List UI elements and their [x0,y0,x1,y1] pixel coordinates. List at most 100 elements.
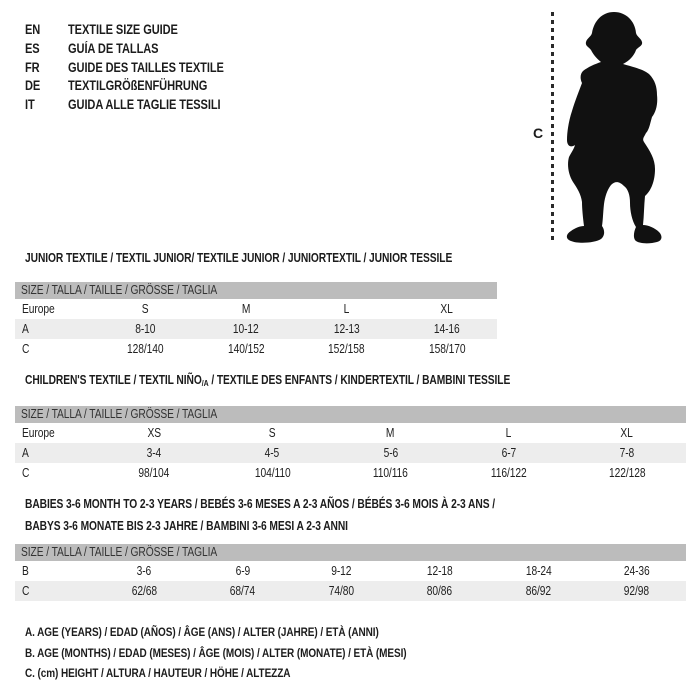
cell-value: XL [440,302,453,316]
table-cell: 86/92 [489,584,588,598]
row-label-text: C [22,466,30,480]
row-label-text: Europe [22,426,55,440]
table-cell: XS [95,426,213,440]
size-table: SIZE / TALLA / TAILLE / GRÖSSE / TAGLIA B… [15,544,686,601]
table-row: C 62/68 68/74 74/80 80/86 86/92 92/98 [15,581,686,601]
title-segment: / TEXTILE DES ENFANTS / KINDERTEXTIL / B… [208,373,511,387]
height-measure-line [551,12,554,242]
table-cell: XL [568,426,686,440]
size-table: SIZE / TALLA / TAILLE / GRÖSSE / TAGLIA E… [15,406,686,483]
table-cell: M [196,302,297,316]
cell-value: 86/92 [525,584,551,598]
cell-value: 12-18 [426,564,453,578]
legend-line: C. (cm) HEIGHT / ALTURA / HAUTEUR / HÖHE… [25,663,490,684]
table-cell: 62/68 [95,584,194,598]
table-cell: 122/128 [568,466,686,480]
cell-value: 80/86 [427,584,453,598]
title-segment: JUNIOR TEXTILE / TEXTIL JUNIOR/ TEXTILE … [25,251,453,265]
size-header-text: SIZE / TALLA / TAILLE / GRÖSSE / TAGLIA [21,283,218,297]
table-cell: XL [397,302,498,316]
size-header-text: SIZE / TALLA / TAILLE / GRÖSSE / TAGLIA [21,545,218,559]
cell-value: 18-24 [525,564,552,578]
language-title: GUIDA ALLE TAGLIE TESSILI [68,97,221,113]
section-title-text: BABYS 3-6 MONATE BIS 2-3 JAHRE / BAMBINI… [25,515,348,537]
measurement-legend: A. AGE (YEARS) / EDAD (AÑOS) / ÂGE (ANS)… [25,622,490,684]
row-label: C [15,584,95,598]
language-row: ES GUÍA DE TALLAS [25,40,258,59]
table-cell: L [450,426,568,440]
cell-value: 116/122 [490,466,527,480]
language-code-text: IT [25,97,35,113]
cell-value: 74/80 [328,584,354,598]
language-code-text: EN [25,22,41,37]
title-segment: BABYS 3-6 MONATE BIS 2-3 JAHRE / BAMBINI… [25,519,348,533]
cell-value: L [343,302,350,316]
cell-value: S [268,426,276,440]
table-cell: 4-5 [213,446,331,460]
table-cell: L [296,302,397,316]
cell-value: 128/140 [127,342,164,356]
cell-value: 158/170 [428,342,466,356]
table-cell: 6-9 [194,564,293,578]
cell-value: 6-9 [235,564,251,578]
size-header-bar: SIZE / TALLA / TAILLE / GRÖSSE / TAGLIA [15,282,497,299]
table-cell: 3-6 [95,564,194,578]
language-code-text: FR [25,59,40,75]
table-cell: 24-36 [588,564,687,578]
title-segment: BABIES 3-6 MONTH TO 2-3 YEARS / BEBÉS 3-… [25,497,495,511]
cell-value: 104/110 [254,466,291,480]
baby-silhouette-icon [566,12,662,244]
row-label: C [15,466,95,480]
row-label: C [15,342,95,356]
table-cell: 18-24 [489,564,588,578]
cell-value: XS [147,426,161,440]
row-label-text: Europe [22,302,55,316]
table-cell: 12-18 [391,564,490,578]
cell-value: 5-6 [383,446,398,460]
size-table: SIZE / TALLA / TAILLE / GRÖSSE / TAGLIA E… [15,282,497,359]
table-cell: 14-16 [397,322,498,336]
table-row: Europe S M L XL [15,299,497,319]
title-segment: CHILDREN'S TEXTILE / TEXTIL NIÑO [25,373,202,387]
row-label-text: C [22,584,30,598]
language-code-text: ES [25,40,40,56]
table-cell: 3-4 [95,446,213,460]
cell-value: 3-6 [136,564,152,578]
legend-text: C. (cm) HEIGHT / ALTURA / HAUTEUR / HÖHE… [25,666,291,680]
cell-value: 68/74 [230,584,256,598]
table-cell: 8-10 [95,322,196,336]
cell-value: 24-36 [623,564,650,578]
row-label: Europe [15,426,95,440]
cell-value: 62/68 [131,584,157,598]
cell-value: 14-16 [433,322,460,336]
language-title: TEXTILE SIZE GUIDE [68,22,178,37]
table-cell: 104/110 [213,466,331,480]
table-cell: 116/122 [450,466,568,480]
table-cell: 68/74 [194,584,293,598]
table-cell: 9-12 [292,564,391,578]
table-cell: 6-7 [450,446,568,460]
cell-value: 92/98 [624,584,650,598]
language-row: DE TEXTILGRÖßENFÜHRUNG [25,77,258,96]
section-junior: JUNIOR TEXTILE / TEXTIL JUNIOR/ TEXTILE … [15,251,546,359]
section-title-text: JUNIOR TEXTILE / TEXTIL JUNIOR/ TEXTILE … [25,251,452,265]
table-cell: 110/116 [331,466,449,480]
language-code: IT [25,96,68,115]
section-title: CHILDREN'S TEXTILE / TEXTIL NIÑO/A / TEX… [25,373,686,390]
language-title: GUÍA DE TALLAS [68,40,159,56]
table-cell: 152/158 [296,342,397,356]
legend-line: A. AGE (YEARS) / EDAD (AÑOS) / ÂGE (ANS)… [25,622,490,643]
language-title: GUIDE DES TAILLES TEXTILE [68,59,224,75]
section-title: JUNIOR TEXTILE / TEXTIL JUNIOR/ TEXTILE … [25,251,546,265]
title-subscript: /A [201,378,209,388]
size-header-bar: SIZE / TALLA / TAILLE / GRÖSSE / TAGLIA [15,544,686,561]
size-header-bar: SIZE / TALLA / TAILLE / GRÖSSE / TAGLIA [15,406,686,423]
table-cell: 7-8 [568,446,686,460]
language-list: EN TEXTILE SIZE GUIDE ES GUÍA DE TALLAS FR GU… [25,21,258,115]
size-header-text: SIZE / TALLA / TAILLE / GRÖSSE / TAGLIA [21,407,218,421]
table-row: B 3-6 6-9 9-12 12-18 18-24 24-36 [15,561,686,581]
legend-text: B. AGE (MONTHS) / EDAD (MESES) / ÂGE (MO… [25,645,407,660]
table-cell: 140/152 [196,342,297,356]
table-row: C 128/140 140/152 152/158 158/170 [15,339,497,359]
row-label-text: C [22,342,30,356]
